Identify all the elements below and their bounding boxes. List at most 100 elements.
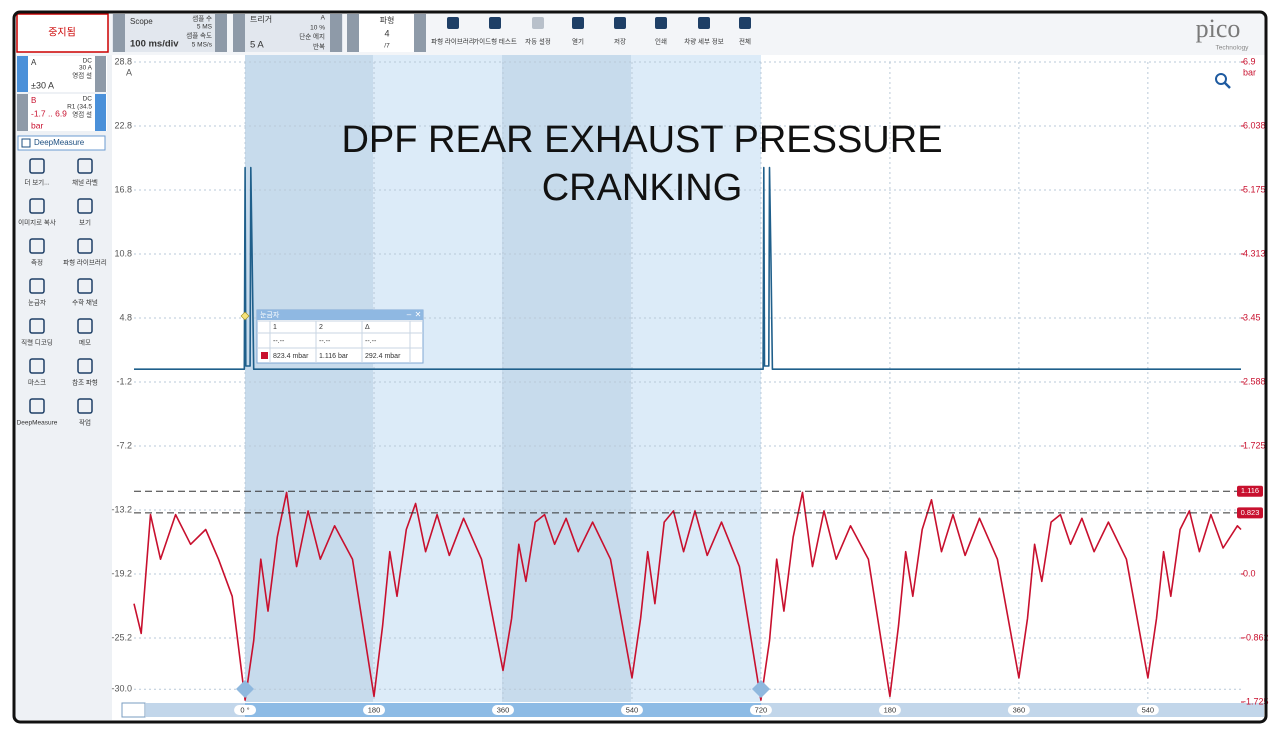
ruler-table[interactable]: 눈금자 – ✕ 1 2 Δ --.-- --.-- --.-- 823.4 mbar 1.11…: [256, 309, 424, 364]
tool-icon[interactable]: [77, 318, 93, 334]
tool-label[interactable]: 이미지로 복사: [18, 218, 56, 227]
rate-label: 샘플 속도: [186, 32, 212, 40]
tool-icon[interactable]: [29, 318, 45, 334]
tool-icon[interactable]: [77, 358, 93, 374]
toolbar-button[interactable]: 파형 라이브러리: [431, 17, 475, 46]
ruler-label-box[interactable]: [1237, 507, 1263, 519]
x-tick-label: 0 °: [240, 705, 249, 714]
timebase[interactable]: 100 ms/div: [130, 39, 179, 50]
tool-icon[interactable]: [29, 278, 45, 294]
ruler-label[interactable]: 0.823: [1241, 508, 1260, 517]
button-label[interactable]: 가이드형 테스트: [473, 37, 517, 46]
toolbar-button[interactable]: 차량 세부 정보: [684, 17, 724, 46]
waveform-index[interactable]: 4: [384, 28, 389, 38]
button-label[interactable]: 저장: [614, 37, 626, 46]
tool-label[interactable]: 작업: [79, 418, 91, 427]
tool-icon[interactable]: [29, 358, 45, 374]
channel-a[interactable]: [17, 56, 107, 92]
x-tick-box: [620, 705, 643, 715]
range-display: ±30 A: [31, 80, 54, 90]
tool-icon[interactable]: [77, 398, 93, 414]
tool-icon[interactable]: [29, 158, 45, 174]
trigger-percent[interactable]: 10 %: [310, 25, 325, 32]
plus-button[interactable]: [95, 94, 106, 131]
table-cell: --.--: [319, 338, 331, 345]
status-button[interactable]: [16, 13, 109, 53]
y2-tick-label: 5.175: [1243, 184, 1266, 194]
channel-b[interactable]: [17, 94, 107, 131]
ruler-handle[interactable]: [236, 680, 254, 698]
tool-label[interactable]: 참조 파형: [72, 378, 98, 387]
plus-button[interactable]: [215, 14, 227, 52]
logo-tagline: Technology: [1216, 45, 1250, 52]
toolbar-button[interactable]: 전체: [739, 17, 751, 46]
region-shade: [631, 55, 761, 702]
minus-button[interactable]: [17, 94, 28, 131]
icon: [21, 138, 31, 148]
trigger-mode[interactable]: 반복: [313, 42, 325, 51]
y-tick-label: 16.8: [114, 184, 132, 194]
plus-button[interactable]: [414, 14, 426, 52]
zero[interactable]: 영점 설: [72, 110, 92, 119]
minus-button[interactable]: [17, 56, 28, 92]
trigger-marker[interactable]: [240, 311, 250, 321]
minus-button[interactable]: [113, 14, 125, 52]
deepmeasure-button[interactable]: [17, 135, 106, 151]
toolbar-button[interactable]: 저장: [614, 17, 626, 46]
icon: [532, 17, 544, 29]
table-cell: 823.4 mbar: [273, 353, 309, 360]
tool-label[interactable]: 더 보기...: [24, 178, 49, 187]
y-tick-label: 4.8: [119, 312, 132, 322]
tool-label[interactable]: 눈금자: [28, 298, 46, 307]
tool-icon[interactable]: [29, 398, 45, 414]
status[interactable]: 중지됨: [48, 27, 76, 39]
tool-icon[interactable]: [77, 198, 93, 214]
trigger-level[interactable]: 5 A: [250, 40, 264, 51]
button-label[interactable]: 파형 라이브러리: [431, 37, 475, 46]
tool-icon[interactable]: [77, 158, 93, 174]
ruler-label-box[interactable]: [1237, 485, 1263, 497]
toolbar-button[interactable]: 가이드형 테스트: [473, 17, 517, 46]
tool-label[interactable]: 수학 채널: [72, 298, 98, 307]
button-label[interactable]: 차량 세부 정보: [684, 37, 724, 46]
axis-handle[interactable]: [121, 702, 146, 718]
tool-icon[interactable]: [29, 198, 45, 214]
ruler-handle[interactable]: [752, 680, 770, 698]
icon: [655, 17, 667, 29]
tool-icon[interactable]: [29, 238, 45, 254]
zoom-icon[interactable]: [1224, 82, 1231, 89]
button-label[interactable]: 자동 설정: [525, 37, 551, 46]
tool-label[interactable]: 메모: [79, 339, 91, 347]
trigger-channel[interactable]: A: [321, 15, 326, 22]
close[interactable]: ✕: [415, 310, 422, 319]
tool-label[interactable]: DeepMeasure: [17, 420, 58, 427]
minimize[interactable]: –: [407, 310, 412, 319]
zoom-icon[interactable]: [1215, 73, 1227, 85]
plus-button[interactable]: [330, 14, 342, 52]
tool-icon[interactable]: [77, 238, 93, 254]
tool-icon[interactable]: [77, 278, 93, 294]
rate[interactable]: 5 MS/s: [192, 42, 213, 49]
button-label[interactable]: 인쇄: [655, 37, 667, 46]
deepmeasure[interactable]: DeepMeasure: [34, 138, 85, 147]
ruler-label[interactable]: 1.116: [1241, 486, 1259, 495]
toolbar-button[interactable]: 자동 설정: [525, 17, 551, 46]
tool-label[interactable]: 보기: [79, 218, 91, 227]
minus-button[interactable]: [233, 14, 245, 52]
tool-label[interactable]: 파형 라이브러리: [63, 258, 107, 267]
zero[interactable]: 영점 설: [72, 71, 92, 80]
minus-button[interactable]: [347, 14, 359, 52]
tool-label[interactable]: 마스크: [28, 378, 46, 387]
plus-button[interactable]: [95, 56, 106, 92]
toolbar-button[interactable]: 인쇄: [655, 17, 667, 46]
samples[interactable]: 5 MS: [197, 24, 213, 31]
trigger-type[interactable]: 단순 에지: [299, 32, 325, 41]
toolbar-button[interactable]: 열기: [572, 17, 584, 46]
tool-label[interactable]: 직렬 디코딩: [21, 338, 53, 347]
waveform-total: /7: [384, 43, 390, 50]
tool-label[interactable]: 채널 라벨: [72, 178, 98, 187]
button-label[interactable]: 열기: [572, 37, 584, 46]
button-label[interactable]: 전체: [739, 37, 751, 46]
tool-label[interactable]: 측정: [31, 258, 43, 267]
